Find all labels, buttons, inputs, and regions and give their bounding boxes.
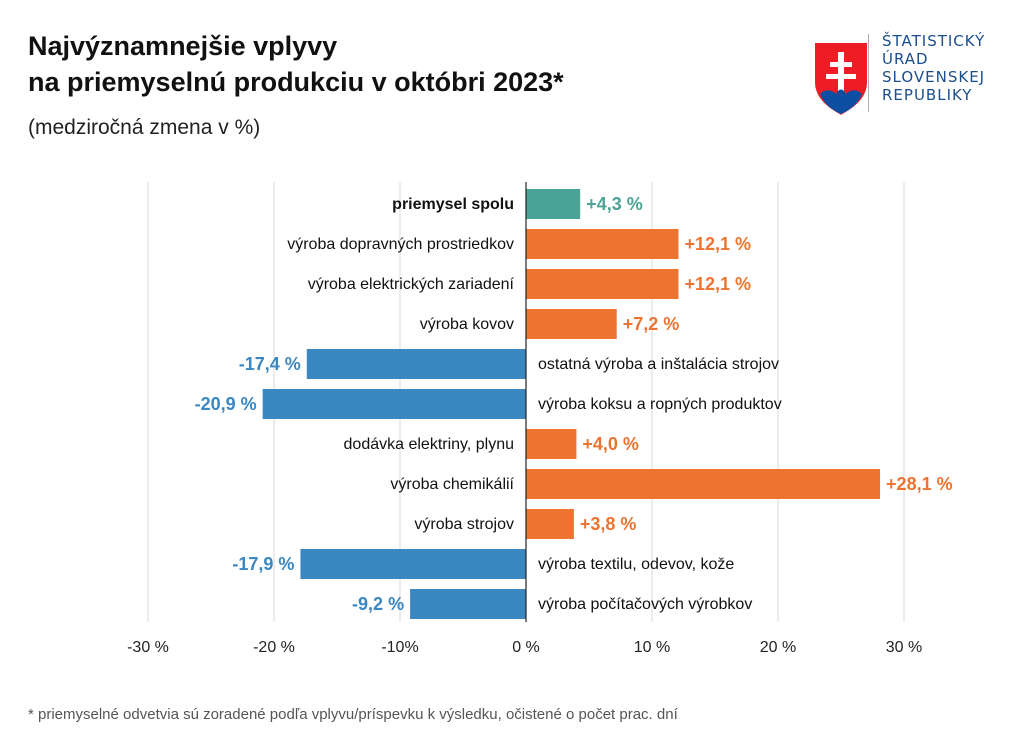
category-label: výroba počítačových výrobkov [538, 596, 752, 613]
x-tick-label: 0 % [512, 639, 540, 656]
bar [526, 429, 577, 459]
chart-title-line-2: na priemyselnú produkciu v októbri 2023* [28, 67, 564, 97]
bar [262, 389, 526, 419]
bar [526, 229, 679, 259]
data-label: +4,3 % [586, 194, 643, 214]
chart-title-line-1: Najvýznamnejšie vplyvy [28, 31, 338, 61]
bar-chart: +4,3 % priemysel spolu +12,1 % výroba dopra… [127, 182, 953, 656]
category-label: výroba chemikálií [390, 476, 514, 493]
logo-wordmark: ŠTATISTICKÝ ÚRAD SLOVENSKEJ REPUBLIKY [882, 32, 985, 104]
category-label: výroba elektrických zariadení [308, 276, 515, 293]
data-label: +28,1 % [886, 474, 953, 494]
category-label: dodávka elektriny, plynu [344, 436, 514, 453]
bar [526, 309, 617, 339]
data-label: -9,2 % [352, 594, 404, 614]
category-label: výroba kovov [420, 316, 514, 333]
bar [526, 509, 574, 539]
chart-title: Najvýznamnejšie vplyvy na priemyselnú pr… [28, 28, 564, 100]
data-label: +7,2 % [623, 314, 680, 334]
data-label: -17,4 % [239, 354, 301, 374]
data-label: +12,1 % [684, 234, 751, 254]
x-tick-label: -10% [381, 639, 418, 656]
x-tick-label: -30 % [127, 639, 169, 656]
data-label: +4,0 % [582, 434, 639, 454]
category-label: priemysel spolu [392, 196, 514, 213]
data-label: -17,9 % [232, 554, 294, 574]
coat-of-arms-logo [813, 41, 869, 118]
logo-line-1: ŠTATISTICKÝ [882, 32, 986, 50]
bar [526, 269, 679, 299]
bar [410, 589, 526, 619]
logo-line-2: ÚRAD [882, 50, 929, 68]
data-label: -20,9 % [195, 394, 257, 414]
x-tick-label: -20 % [253, 639, 295, 656]
category-label: výroba strojov [414, 516, 514, 533]
x-tick-label: 30 % [886, 639, 922, 656]
bar [306, 349, 526, 379]
logo-line-4: REPUBLIKY [882, 86, 973, 104]
logo-line-3: SLOVENSKEJ [882, 68, 986, 86]
category-label: výroba dopravných prostriedkov [287, 236, 514, 253]
category-label: výroba koksu a ropných produktov [538, 396, 782, 413]
bar [300, 549, 526, 579]
footnote: * priemyselné odvetvia sú zoradené podľa… [28, 706, 678, 723]
category-label: ostatná výroba a inštalácia strojov [538, 356, 779, 373]
logo-separator [868, 34, 869, 112]
chart-subtitle: (medziročná zmena v %) [28, 116, 261, 139]
bar [526, 189, 581, 219]
category-label: výroba textilu, odevov, kože [538, 556, 734, 573]
x-tick-label: 10 % [634, 639, 670, 656]
bar [526, 469, 881, 499]
data-label: +12,1 % [684, 274, 751, 294]
x-tick-label: 20 % [760, 639, 796, 656]
data-label: +3,8 % [580, 514, 637, 534]
